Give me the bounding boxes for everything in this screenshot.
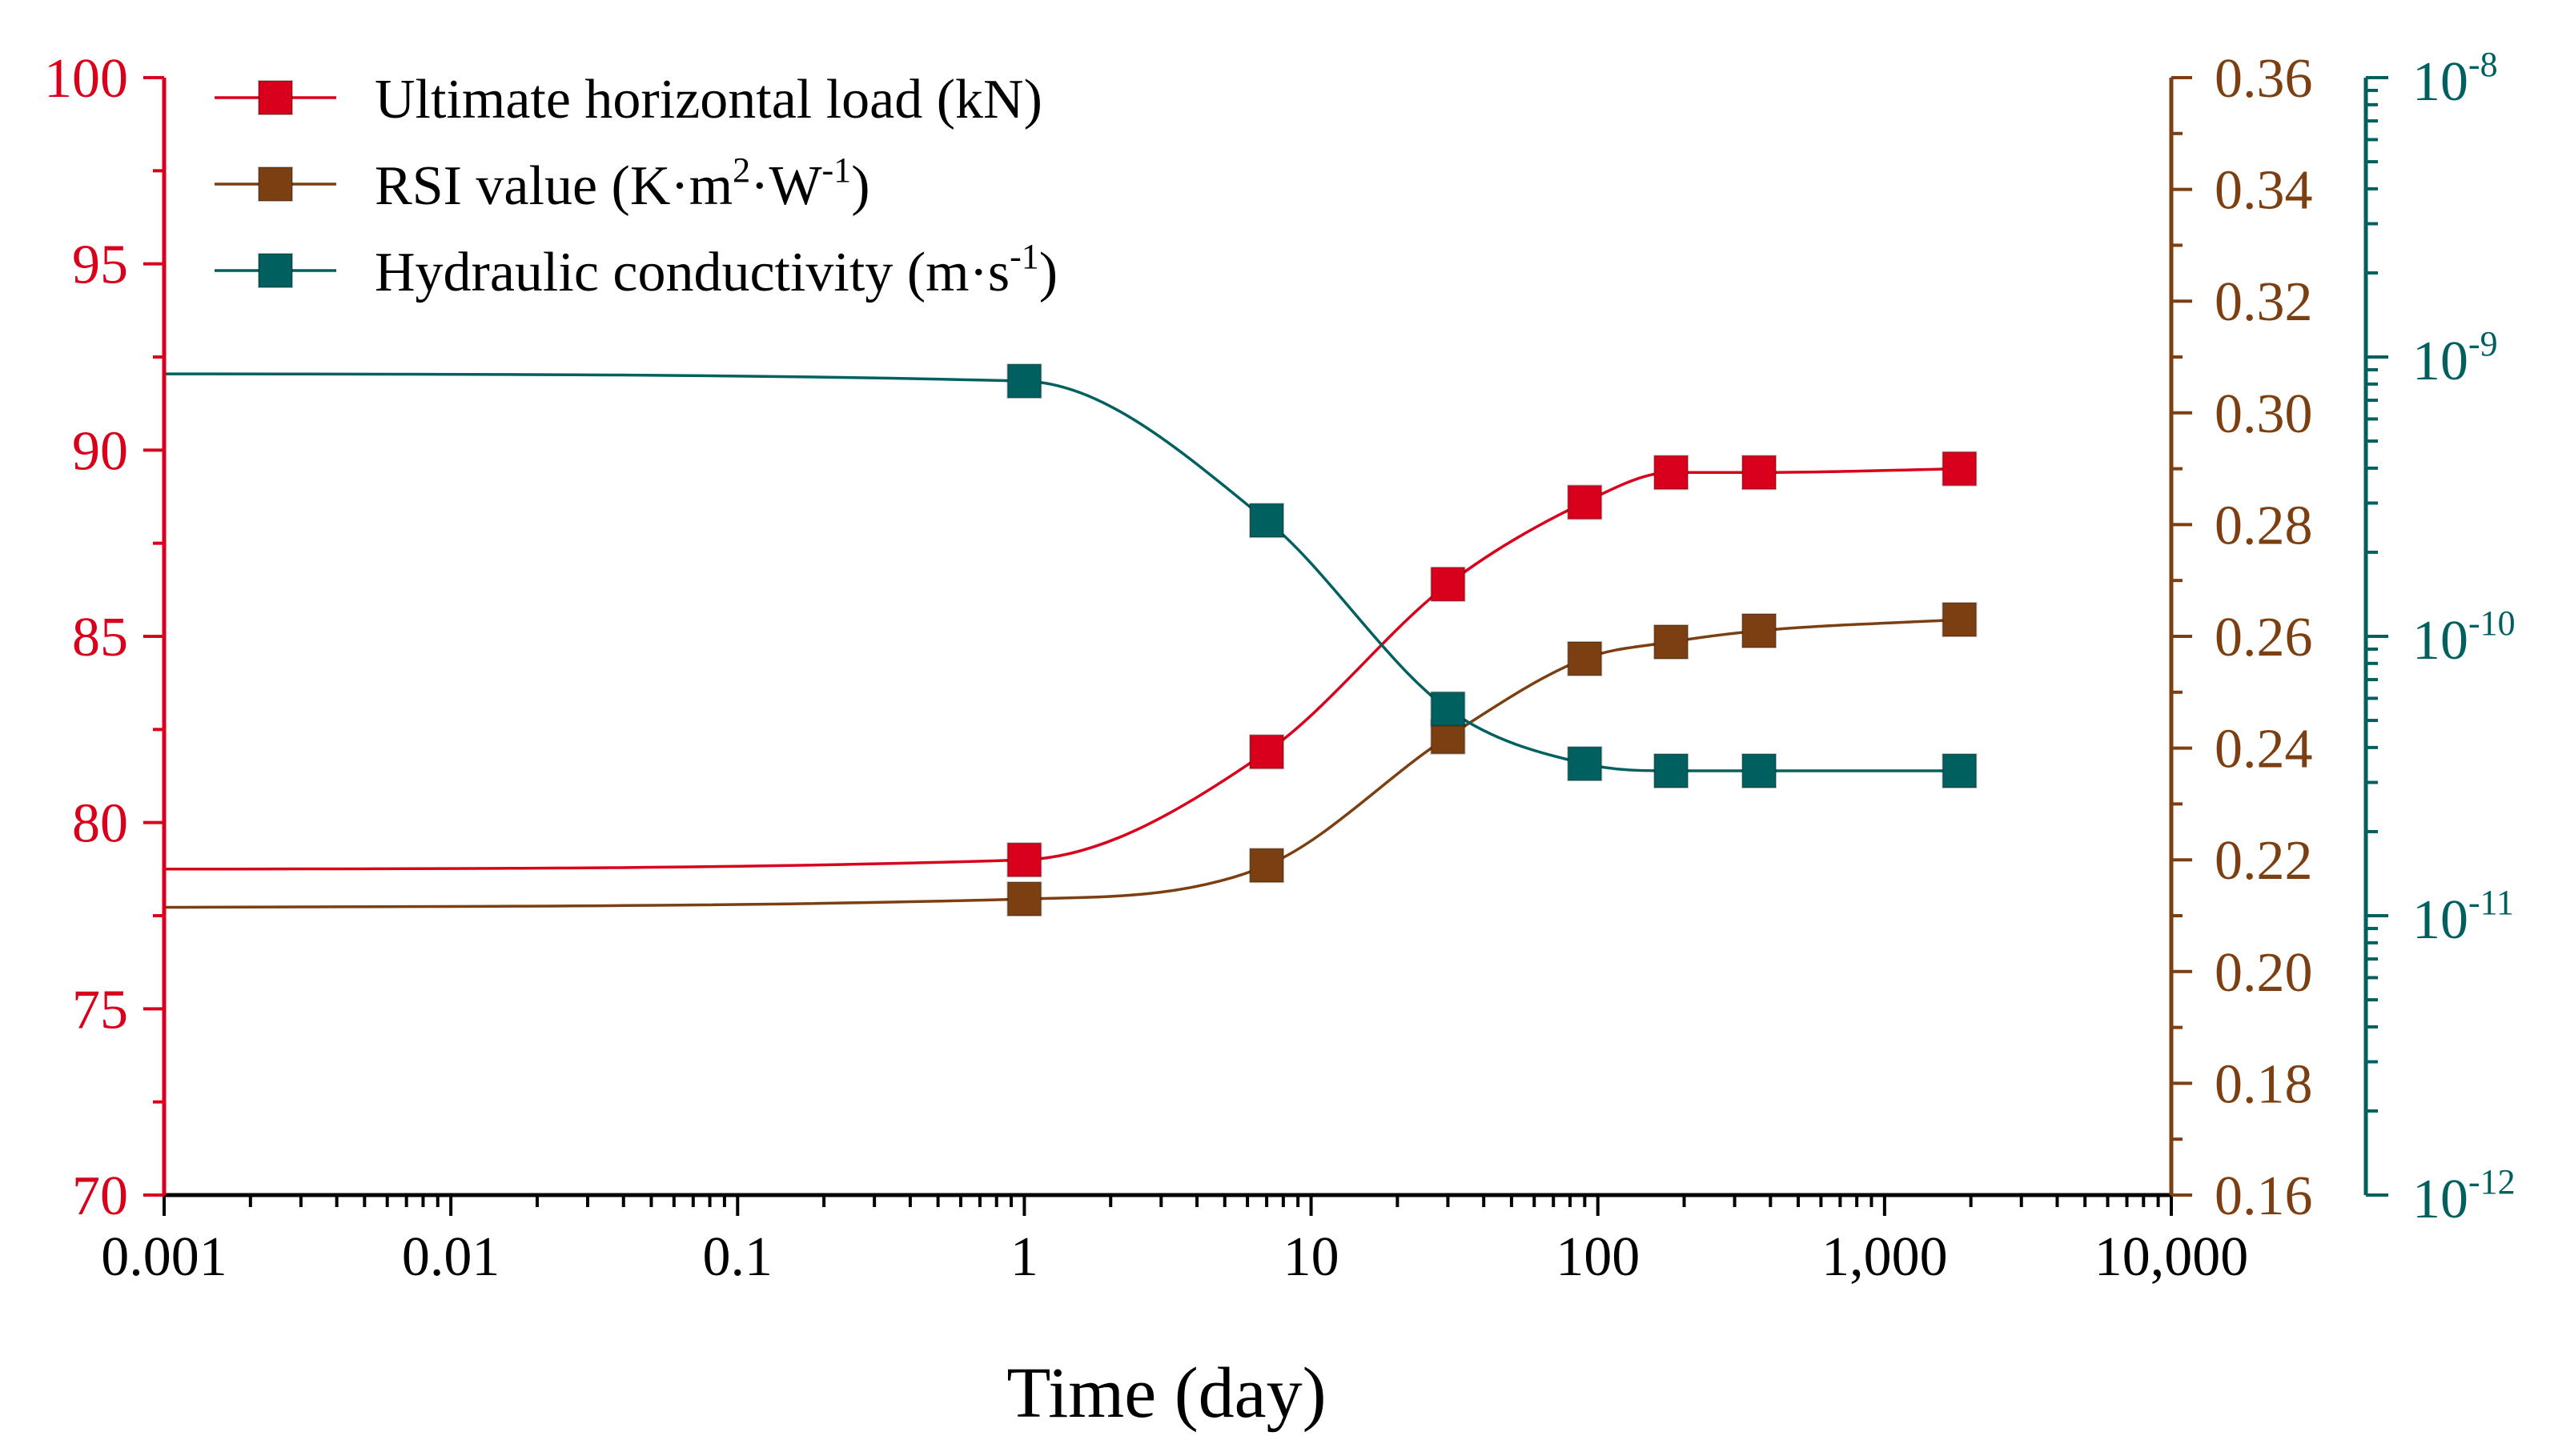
y-right1-tick-label: 0.36	[2215, 48, 2313, 110]
legend-marker	[258, 80, 293, 115]
data-point-series-2	[1006, 881, 1042, 917]
y-right1-tick-label: 0.18	[2215, 1053, 2313, 1115]
series-line-3	[163, 372, 1960, 772]
data-point-series-3	[1567, 746, 1603, 782]
legend-label: RSI value (K·m2·W-1)	[375, 150, 870, 217]
data-point-series-1	[1430, 566, 1466, 602]
legend-label: Hydraulic conductivity (m·s-1)	[375, 237, 1058, 303]
data-point-series-1	[1741, 455, 1777, 491]
y-right2-tick-label: 10-10	[2412, 604, 2516, 672]
y-left-tick-label: 90	[72, 420, 128, 482]
y-left-tick-label: 85	[72, 607, 128, 668]
data-point-series-3	[1942, 753, 1978, 789]
data-point-series-2	[1430, 719, 1466, 755]
y-left-tick-label: 75	[72, 979, 128, 1041]
data-point-series-3	[1653, 753, 1689, 789]
x-tick-label: 10,000	[2094, 1226, 2249, 1288]
data-point-series-1	[1567, 484, 1603, 520]
data-point-series-2	[1942, 602, 1978, 638]
data-point-series-1	[1249, 734, 1285, 770]
legend-marker	[258, 166, 293, 202]
y-left-tick-label: 80	[72, 793, 128, 855]
data-point-series-3	[1249, 503, 1285, 539]
y-left-tick-label: 95	[72, 235, 128, 296]
y-left-tick-label: 100	[44, 48, 128, 110]
x-axis-title: Time (day)	[1006, 1354, 1326, 1433]
y-right2-tick-label: 10-12	[2412, 1162, 2516, 1230]
y-right2-tick-label: 10-9	[2412, 324, 2498, 392]
legend-label: Ultimate horizontal load (kN)	[375, 69, 1042, 130]
series-markers	[1006, 363, 1978, 917]
legend-marker	[258, 253, 293, 288]
data-point-series-3	[1430, 691, 1466, 727]
y-right1-tick-label: 0.24	[2215, 719, 2313, 780]
y-right1-tick-label: 0.22	[2215, 830, 2313, 892]
data-point-series-3	[1006, 363, 1042, 399]
x-tick-label: 0.1	[703, 1226, 773, 1288]
y-right1-tick-label: 0.30	[2215, 383, 2313, 445]
y-right2-tick-label: 10-8	[2412, 45, 2498, 113]
data-point-series-2	[1653, 624, 1689, 660]
x-tick-label: 1	[1010, 1226, 1038, 1288]
series-line-2	[163, 618, 1960, 909]
x-tick-label: 100	[1556, 1226, 1640, 1288]
data-point-series-1	[1006, 842, 1042, 878]
data-point-series-2	[1741, 613, 1777, 649]
x-tick-label: 10	[1283, 1226, 1339, 1288]
data-point-series-2	[1567, 640, 1603, 676]
y-right1-tick-label: 0.26	[2215, 607, 2313, 668]
data-point-series-1	[1942, 451, 1978, 487]
legend: Ultimate horizontal load (kN) RSI value (…	[215, 69, 1058, 303]
y-right1-tick-label: 0.32	[2215, 271, 2313, 333]
y-right1-tick-label: 0.20	[2215, 942, 2313, 1004]
axes: 0.001 0.01 0.1 1 10 100 1,000 10,000 70 75 80 85 90 9…	[44, 45, 2516, 1288]
x-tick-label: 1,000	[1821, 1226, 1948, 1288]
y-right2-tick-label: 10-11	[2412, 883, 2514, 951]
data-point-series-3	[1741, 753, 1777, 789]
y-left-tick-label: 70	[72, 1165, 128, 1227]
x-tick-label: 0.001	[101, 1226, 227, 1288]
x-tick-label: 0.01	[402, 1226, 500, 1288]
data-point-series-1	[1653, 455, 1689, 491]
data-point-series-2	[1249, 848, 1285, 884]
y-right1-tick-label: 0.16	[2215, 1165, 2313, 1227]
series-line-1	[163, 467, 1960, 871]
series-curves	[163, 372, 1960, 909]
y-right1-tick-label: 0.34	[2215, 160, 2313, 222]
y-right1-tick-label: 0.28	[2215, 495, 2313, 556]
